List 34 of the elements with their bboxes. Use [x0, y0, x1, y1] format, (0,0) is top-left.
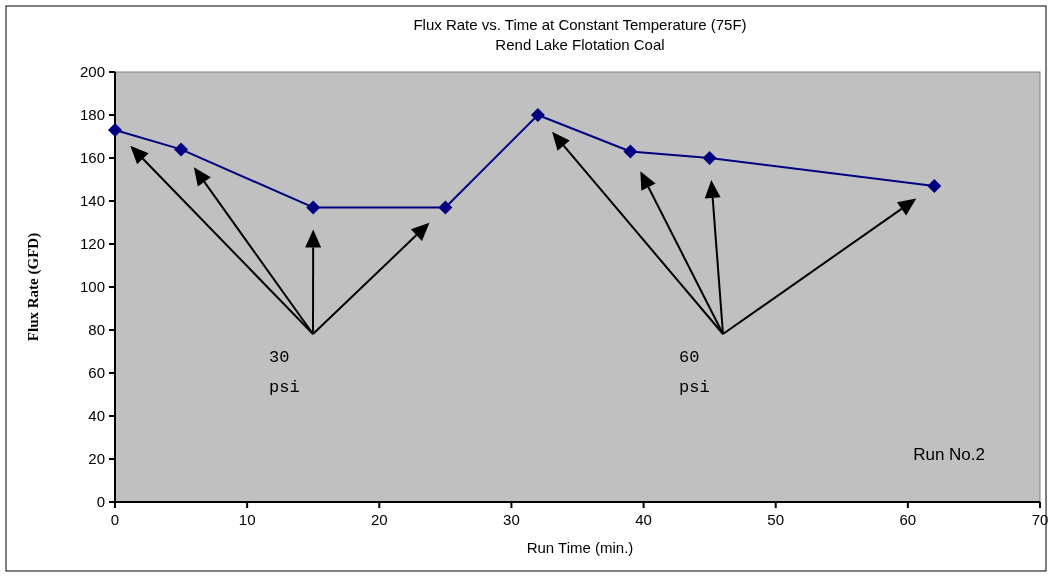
- x-tick-label: 40: [635, 511, 652, 528]
- y-tick-label: 60: [88, 364, 105, 381]
- point: [438, 200, 453, 215]
- x-axis-title: Run Time (min.): [526, 539, 634, 556]
- point: [530, 108, 545, 122]
- x-tick-label: 20: [370, 511, 388, 528]
- x-tick-label: 50: [767, 511, 785, 528]
- point: [108, 123, 122, 138]
- point: [702, 151, 717, 165]
- point: [927, 178, 942, 193]
- y-tick-label: 80: [88, 321, 105, 338]
- y-tick-label: 120: [79, 235, 105, 252]
- y-tick-label: 160: [79, 149, 105, 166]
- y-tick-label: 100: [79, 278, 105, 295]
- chart-subtitle: Rend Lake Flotation Coal: [495, 36, 665, 53]
- x-tick-label: 60: [899, 511, 917, 528]
- y-tick-label: 40: [88, 407, 105, 424]
- y-tick-label: 180: [79, 106, 105, 123]
- y-tick-label: 200: [79, 63, 105, 80]
- point: [306, 200, 321, 215]
- y-tick-label: 0: [96, 493, 105, 510]
- annotation: 60 psi: [679, 348, 710, 397]
- x-tick-label: 30: [503, 511, 520, 528]
- chart-title: Flux Rate vs. Time at Constant Temperature (75F): [413, 16, 747, 33]
- x-tick-label: 70: [1031, 511, 1049, 528]
- y-tick-label: 20: [88, 450, 105, 467]
- y-axis-title: Flux Rate (GFD): [25, 232, 42, 342]
- x-tick-label: 10: [238, 511, 256, 528]
- annotation: Run No.2: [913, 445, 985, 464]
- y-tick-label: 140: [79, 192, 105, 209]
- point: [623, 144, 638, 159]
- annotation: 30 psi: [269, 348, 300, 397]
- x-tick-label: 0: [110, 511, 120, 528]
- point: [174, 142, 189, 157]
